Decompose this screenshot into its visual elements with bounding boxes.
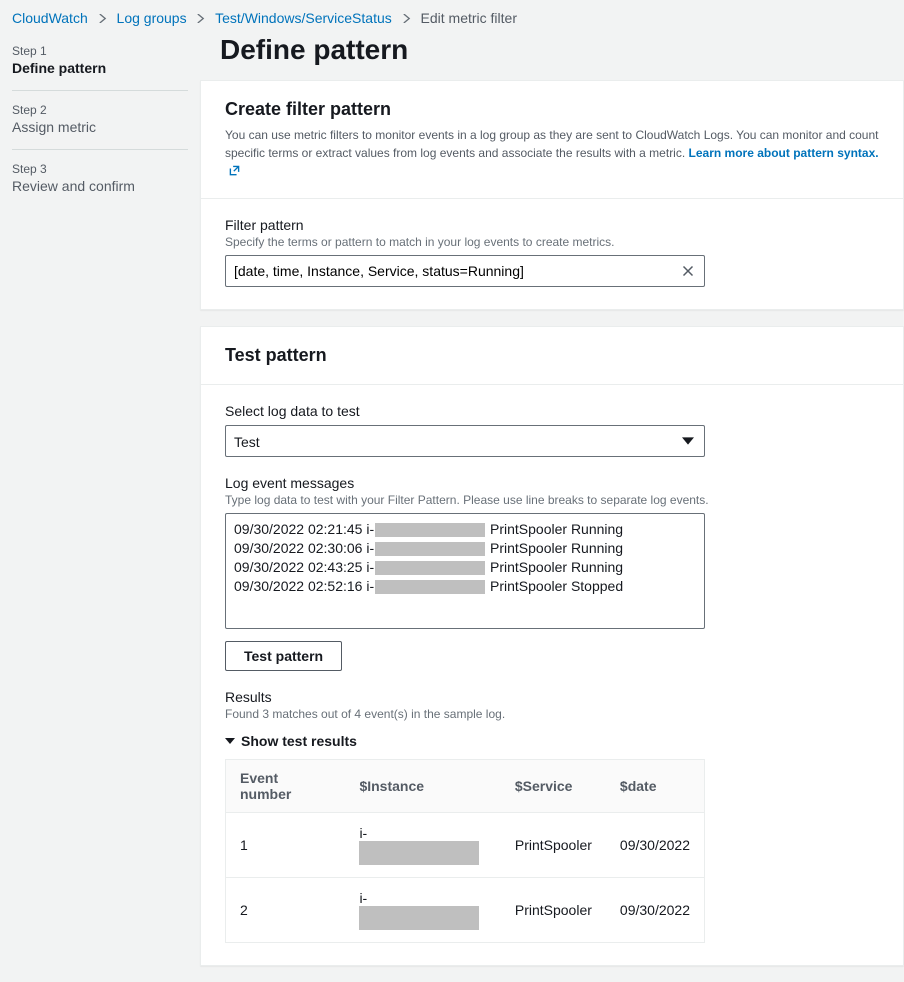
panel-heading: Create filter pattern	[225, 99, 879, 120]
redacted-instance-id	[375, 580, 485, 594]
caret-down-icon	[225, 736, 235, 746]
redacted-instance-id	[375, 561, 485, 575]
wizard-step-1[interactable]: Step 1 Define pattern	[12, 40, 188, 90]
clear-input-button[interactable]	[677, 260, 699, 282]
col-instance: $Instance	[345, 760, 500, 813]
cell-service: PrintSpooler	[501, 813, 606, 878]
log-events-hint: Type log data to test with your Filter P…	[225, 493, 879, 507]
external-link-icon	[229, 165, 240, 176]
wizard-steps-sidebar: Step 1 Define pattern Step 2 Assign metr…	[0, 28, 200, 982]
chevron-right-icon	[402, 10, 411, 26]
show-test-results-toggle[interactable]: Show test results	[225, 733, 879, 749]
filter-pattern-hint: Specify the terms or pattern to match in…	[225, 235, 879, 249]
table-header-row: Event number $Instance $Service $date	[226, 760, 705, 813]
instance-prefix: i-	[359, 825, 367, 841]
wizard-step-3[interactable]: Step 3 Review and confirm	[12, 149, 188, 208]
log-suffix: PrintSpooler Stopped	[486, 578, 623, 594]
log-prefix: 09/30/2022 02:21:45 i-	[234, 521, 374, 537]
breadcrumb-link-log-groups[interactable]: Log groups	[117, 10, 187, 26]
dropdown-caret	[677, 430, 699, 452]
log-line: 09/30/2022 02:30:06 i- PrintSpooler Runn…	[234, 539, 696, 558]
cell-instance: i-	[345, 878, 500, 943]
log-prefix: 09/30/2022 02:43:25 i-	[234, 559, 374, 575]
chevron-right-icon	[98, 10, 107, 26]
log-line: 09/30/2022 02:52:16 i- PrintSpooler Stop…	[234, 577, 696, 596]
page-title: Define pattern	[220, 34, 904, 66]
table-row: 1 i- PrintSpooler 09/30/2022	[226, 813, 705, 878]
log-events-label: Log event messages	[225, 475, 879, 491]
col-date: $date	[606, 760, 705, 813]
table-row: 2 i- PrintSpooler 09/30/2022	[226, 878, 705, 943]
create-filter-pattern-panel: Create filter pattern You can use metric…	[200, 80, 904, 310]
log-line: 09/30/2022 02:21:45 i- PrintSpooler Runn…	[234, 520, 696, 539]
learn-more-label: Learn more about pattern syntax.	[689, 146, 879, 160]
step-title: Define pattern	[12, 60, 188, 76]
cell-date: 09/30/2022	[606, 813, 705, 878]
wizard-step-2[interactable]: Step 2 Assign metric	[12, 90, 188, 149]
col-event-number: Event number	[226, 760, 346, 813]
cell-instance: i-	[345, 813, 500, 878]
log-line: 09/30/2022 02:43:25 i- PrintSpooler Runn…	[234, 558, 696, 577]
caret-down-icon	[682, 435, 694, 447]
instance-prefix: i-	[359, 890, 367, 906]
results-hint: Found 3 matches out of 4 event(s) in the…	[225, 707, 879, 721]
panel-heading: Test pattern	[225, 345, 879, 366]
log-prefix: 09/30/2022 02:52:16 i-	[234, 578, 374, 594]
filter-pattern-input[interactable]	[225, 255, 705, 287]
redacted-instance-id	[359, 841, 479, 865]
toggle-label: Show test results	[241, 733, 357, 749]
redacted-instance-id	[359, 906, 479, 930]
breadcrumb: CloudWatch Log groups Test/Windows/Servi…	[0, 0, 904, 28]
cell-event-number: 2	[226, 878, 346, 943]
log-events-textarea[interactable]: 09/30/2022 02:21:45 i- PrintSpooler Runn…	[225, 513, 705, 629]
cell-date: 09/30/2022	[606, 878, 705, 943]
panel-description: You can use metric filters to monitor ev…	[225, 126, 879, 180]
results-table: Event number $Instance $Service $date 1 …	[225, 759, 705, 943]
log-suffix: PrintSpooler Running	[486, 521, 623, 537]
step-number: Step 3	[12, 162, 188, 176]
step-title: Assign metric	[12, 119, 188, 135]
breadcrumb-current: Edit metric filter	[421, 10, 517, 26]
cell-service: PrintSpooler	[501, 878, 606, 943]
select-log-data-label: Select log data to test	[225, 403, 879, 419]
filter-pattern-label: Filter pattern	[225, 217, 879, 233]
results-label: Results	[225, 689, 879, 705]
log-suffix: PrintSpooler Running	[486, 559, 623, 575]
log-prefix: 09/30/2022 02:30:06 i-	[234, 540, 374, 556]
breadcrumb-link-cloudwatch[interactable]: CloudWatch	[12, 10, 88, 26]
cell-event-number: 1	[226, 813, 346, 878]
redacted-instance-id	[375, 542, 485, 556]
step-title: Review and confirm	[12, 178, 188, 194]
select-log-data-dropdown[interactable]: Test	[225, 425, 705, 457]
close-icon	[682, 265, 694, 277]
test-pattern-panel: Test pattern Select log data to test Tes…	[200, 326, 904, 966]
breadcrumb-link-log-group-name[interactable]: Test/Windows/ServiceStatus	[215, 10, 392, 26]
log-suffix: PrintSpooler Running	[486, 540, 623, 556]
redacted-instance-id	[375, 523, 485, 537]
step-number: Step 1	[12, 44, 188, 58]
test-pattern-button[interactable]: Test pattern	[225, 641, 342, 671]
col-service: $Service	[501, 760, 606, 813]
chevron-right-icon	[196, 10, 205, 26]
step-number: Step 2	[12, 103, 188, 117]
